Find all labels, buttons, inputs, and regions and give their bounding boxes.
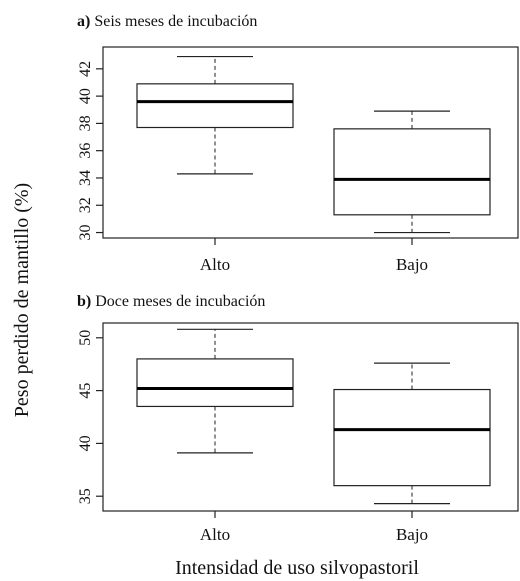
box-iqr — [333, 388, 491, 487]
chart-panel-1: a) Seis meses de incubación 30 32 34 36 38 40 4… — [77, 13, 519, 274]
y-tick-label: 45 — [77, 383, 94, 399]
panel-title: b) Doce meses de incubación — [77, 293, 265, 310]
plot-frame — [102, 46, 519, 239]
box-bajo — [333, 362, 491, 505]
y-tick-label: 38 — [77, 115, 94, 131]
panel-letter: b) — [77, 293, 91, 310]
x-tick-label: Bajo — [396, 525, 428, 544]
y-tick-label: 36 — [77, 143, 94, 159]
y-tick-label: 30 — [77, 225, 94, 241]
panel-title-text: Doce meses de incubación — [91, 293, 265, 310]
panel-letter: a) — [77, 13, 90, 30]
box-iqr — [333, 128, 491, 216]
box-bajo — [333, 110, 491, 234]
panel-title-text: Seis meses de incubación — [90, 13, 257, 30]
y-tick-label: 32 — [77, 197, 94, 213]
chart-panel-2: b) Doce meses de incubación 35 40 45 50 Alto B… — [77, 293, 519, 544]
x-tick-label: Bajo — [396, 255, 428, 274]
y-tick-label: 50 — [77, 330, 94, 346]
y-tick-label: 42 — [77, 61, 94, 77]
x-tick-label: Alto — [200, 255, 230, 274]
panels: a) Seis meses de incubación 30 32 34 36 38 40 4… — [77, 13, 519, 544]
box-iqr — [136, 83, 294, 129]
box-iqr — [136, 358, 294, 408]
y-tick-label: 40 — [77, 88, 94, 104]
y-tick-label: 40 — [77, 435, 94, 451]
x-axis-label: Intensidad de uso silvopastoril — [175, 557, 419, 579]
box-alto — [136, 55, 294, 175]
panel-title: a) Seis meses de incubación — [77, 13, 257, 30]
y-tick-label: 35 — [77, 488, 94, 504]
y-tick-label: 34 — [77, 170, 94, 186]
y-axis-label: Peso perdido de mantillo (%) — [11, 183, 33, 417]
plot-frame — [102, 322, 519, 512]
box-alto — [136, 328, 294, 454]
x-tick-label: Alto — [200, 525, 230, 544]
